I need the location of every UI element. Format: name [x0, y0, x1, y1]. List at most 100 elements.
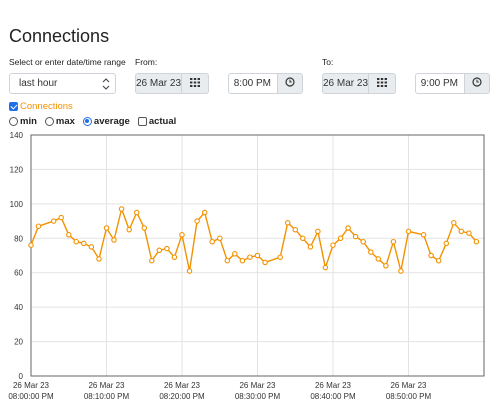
data-point[interactable] [133, 209, 140, 216]
data-point[interactable] [322, 264, 329, 271]
series-toggle-connections[interactable]: Connections [9, 100, 73, 112]
data-point[interactable] [368, 249, 374, 255]
data-point[interactable] [300, 235, 306, 242]
actual-checkbox[interactable] [137, 116, 147, 126]
data-point[interactable] [179, 232, 185, 238]
data-point[interactable] [443, 240, 450, 247]
series-connections [28, 206, 480, 274]
to-time-input[interactable]: 9:00 PM [415, 73, 465, 94]
data-point[interactable] [126, 226, 132, 233]
x-tick-date: 26 Mar 23 [13, 381, 50, 390]
data-point[interactable] [96, 256, 102, 262]
x-tick-time: 08:50:00 PM [386, 392, 432, 401]
data-point[interactable] [284, 220, 291, 226]
data-point[interactable] [156, 247, 163, 254]
data-point[interactable] [315, 228, 321, 235]
data-point[interactable] [458, 228, 465, 235]
data-point[interactable] [292, 226, 299, 233]
radio-option-max[interactable]: max [44, 116, 75, 127]
range-select[interactable]: last hour [9, 73, 116, 94]
x-tick-date: 26 Mar 23 [164, 381, 201, 390]
x-tick-time: 08:10:00 PM [84, 392, 130, 401]
data-point[interactable] [111, 237, 117, 243]
data-point[interactable] [50, 218, 57, 224]
connections-checkbox[interactable] [9, 101, 18, 111]
data-point[interactable] [103, 225, 110, 231]
data-point[interactable] [360, 238, 366, 245]
clock-icon [285, 77, 295, 90]
actual-label: actual [148, 115, 177, 127]
data-point[interactable] [66, 232, 72, 238]
data-point[interactable] [254, 252, 261, 259]
data-point[interactable] [247, 254, 253, 260]
x-axis: 26 Mar 23 08:00:00 PM 26 Mar 23 08:10:00 PM… [8, 381, 431, 401]
from-time-value: 8:00 PM [233, 78, 271, 89]
from-date-input[interactable]: 26 Mar 23 [135, 73, 182, 94]
data-point[interactable] [224, 257, 231, 264]
data-point[interactable] [232, 251, 238, 257]
data-point[interactable] [186, 268, 193, 274]
clock-icon [472, 77, 482, 90]
x-tick-time: 08:40:00 PM [310, 392, 356, 401]
series-toggle-label: Connections [20, 100, 73, 112]
from-calendar-button[interactable] [182, 73, 209, 94]
data-point[interactable] [352, 233, 359, 240]
data-point[interactable] [81, 240, 87, 247]
radio-option-average[interactable]: average [82, 116, 130, 127]
to-calendar-button[interactable] [369, 73, 396, 94]
data-point[interactable] [420, 232, 427, 238]
from-time-input[interactable]: 8:00 PM [228, 73, 278, 94]
data-point[interactable] [390, 238, 397, 245]
data-point[interactable] [451, 220, 457, 226]
x-tick-date: 26 Mar 23 [88, 381, 125, 390]
radio-min[interactable] [9, 116, 18, 126]
data-point[interactable] [58, 214, 64, 221]
data-point[interactable] [217, 235, 223, 242]
y-tick-label: 40 [14, 303, 23, 312]
data-point[interactable] [35, 223, 42, 229]
from-date-value: 26 Mar 23 [135, 78, 182, 89]
data-point[interactable] [28, 242, 34, 248]
data-point[interactable] [375, 256, 382, 262]
data-point[interactable] [194, 218, 200, 224]
data-point[interactable] [405, 228, 412, 235]
y-tick-label: 0 [19, 372, 24, 381]
from-label: From: [135, 57, 158, 67]
to-clock-button[interactable] [464, 73, 490, 94]
data-point[interactable] [466, 230, 472, 236]
data-point[interactable] [141, 225, 148, 231]
data-point[interactable] [118, 206, 125, 212]
data-point[interactable] [307, 244, 314, 250]
data-point[interactable] [428, 252, 434, 259]
radio-option-min[interactable]: min [9, 116, 37, 127]
data-point[interactable] [171, 254, 178, 260]
data-point[interactable] [239, 257, 246, 264]
data-point[interactable] [345, 225, 351, 231]
x-tick-time: 08:00:00 PM [8, 392, 54, 401]
aggregation-options: min max average actual [9, 115, 176, 127]
y-tick-label: 140 [10, 131, 24, 140]
data-point[interactable] [435, 257, 442, 264]
from-clock-button[interactable] [277, 73, 303, 94]
data-point[interactable] [73, 238, 80, 245]
radio-average[interactable] [82, 116, 92, 126]
radio-max[interactable] [44, 116, 54, 126]
y-tick-label: 120 [10, 165, 24, 174]
data-point[interactable] [209, 238, 215, 245]
actual-option[interactable]: actual [137, 115, 177, 127]
data-point[interactable] [149, 257, 155, 264]
calendar-icon [190, 77, 200, 90]
data-point[interactable] [277, 254, 283, 260]
data-point[interactable] [473, 238, 480, 245]
data-point[interactable] [201, 209, 208, 216]
data-point[interactable] [383, 263, 389, 269]
data-point[interactable] [330, 242, 336, 248]
y-tick-label: 20 [14, 338, 23, 347]
data-point[interactable] [262, 259, 268, 266]
data-point[interactable] [88, 244, 95, 250]
to-date-input[interactable]: 26 Mar 23 [322, 73, 369, 94]
data-point[interactable] [337, 235, 344, 242]
data-point[interactable] [164, 245, 170, 252]
data-point[interactable] [398, 268, 404, 274]
